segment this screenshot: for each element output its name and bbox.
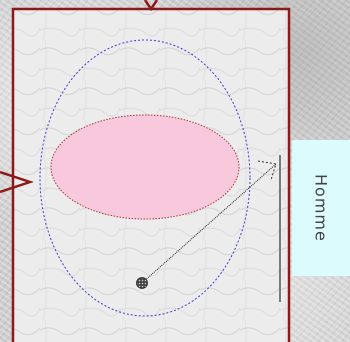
inner-ellipse [50, 114, 240, 220]
side-label: Homme [311, 174, 331, 242]
arrow-right-icon [0, 170, 34, 194]
origin-point [136, 277, 148, 289]
outer-ellipse [39, 39, 251, 317]
arrow-up-right-icon [141, 160, 277, 284]
arrow-down-icon [143, 0, 159, 12]
side-label-box: Homme [292, 140, 350, 276]
